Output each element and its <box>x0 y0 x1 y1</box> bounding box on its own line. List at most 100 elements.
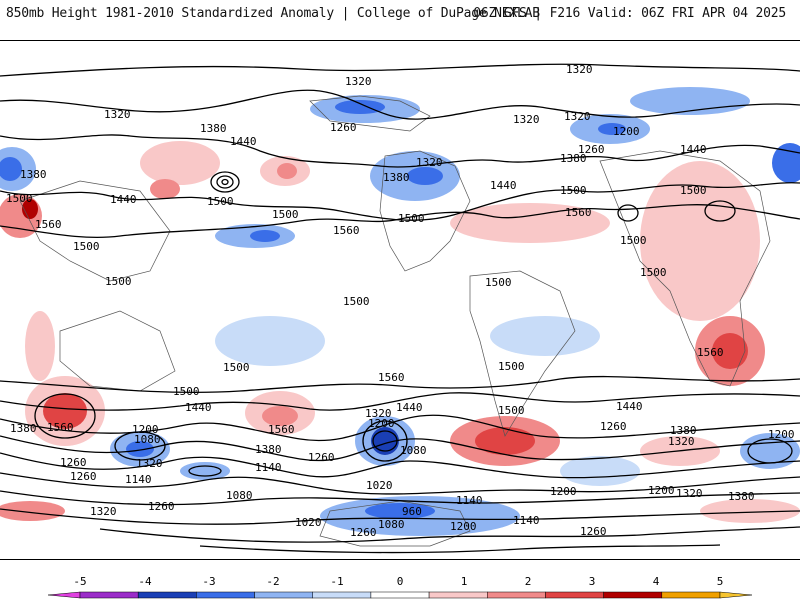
contour-label: 1500 <box>680 184 707 197</box>
contour-label: 1200 <box>768 428 795 441</box>
colorbar-swatch <box>428 591 488 599</box>
neg-anomaly-core <box>335 100 385 114</box>
colorbar-swatch <box>254 591 313 599</box>
contour-label: 1140 <box>255 461 282 474</box>
pos-anomaly-core <box>277 163 297 179</box>
contour-label: 1440 <box>230 135 257 148</box>
contour-label: 1320 <box>513 113 540 126</box>
contour-label: 1500 <box>173 385 200 398</box>
colorbar-tick-label: -4 <box>138 575 152 588</box>
map-title: 850mb Height 1981-2010 Standardized Anom… <box>6 6 540 21</box>
pos-anomaly-region <box>700 499 800 523</box>
pos-anomaly-region <box>450 203 610 243</box>
neg-anomaly-core <box>126 441 154 457</box>
neg-anomaly-core <box>407 167 443 185</box>
contour-label: 1260 <box>600 420 627 433</box>
contour-label: 1260 <box>70 470 97 483</box>
contour-label: 1500 <box>498 404 525 417</box>
colorbar-swatch <box>137 591 197 599</box>
neg-anomaly-core <box>598 123 626 135</box>
neg-anomaly-region <box>215 316 325 366</box>
contour-label: 1560 <box>268 423 295 436</box>
colorbar: -5 -4 -3 -2 -1 0 1 2 3 4 5 <box>47 575 753 599</box>
contour-label: 1560 <box>47 421 74 434</box>
contour-label: 1500 <box>6 192 33 205</box>
contour-label: 1500 <box>223 361 250 374</box>
neg-anomaly-region <box>180 462 230 480</box>
colorbar-swatch <box>487 591 546 599</box>
pos-anomaly-region <box>140 141 220 185</box>
contour-label: 1560 <box>378 371 405 384</box>
colorbar-swatch <box>79 591 139 599</box>
contour-label: 1500 <box>498 360 525 373</box>
contour-label: 1440 <box>680 143 707 156</box>
neg-anomaly-core <box>365 503 435 519</box>
colorbar-tick-label: 3 <box>589 575 596 588</box>
contour-label: 1320 <box>104 108 131 121</box>
colorbar-swatch <box>47 591 81 599</box>
contour-label: 1500 <box>343 295 370 308</box>
pos-anomaly-core <box>712 333 748 369</box>
contour-label: 1320 <box>90 505 117 518</box>
coastlines <box>19 95 771 547</box>
contour-label: 1320 <box>136 457 163 470</box>
contour-label: 1380 <box>383 171 410 184</box>
neg-anomaly-region <box>560 456 640 486</box>
contour-label: 1380 <box>670 424 697 437</box>
contour-label: 1320 <box>345 75 372 88</box>
contour-label: 1080 <box>134 433 161 446</box>
contour-label: 1200 <box>368 417 395 430</box>
contour-label: 1260 <box>308 451 335 464</box>
contour-label: 1500 <box>620 234 647 247</box>
colorbar-tick-label: -3 <box>202 575 215 588</box>
pos-anomaly-core <box>43 393 87 429</box>
neg-anomaly-region <box>490 316 600 356</box>
contour-labels: 1320 1320 1320 1320 1320 1320 1320 1320 … <box>6 63 795 539</box>
contour-label: 1260 <box>578 143 605 156</box>
pos-anomaly-core <box>0 501 65 521</box>
contour-label: 1140 <box>513 514 540 527</box>
colorbar-tick-label: -5 <box>73 575 86 588</box>
contour-label: 1560 <box>35 218 62 231</box>
contour-label: 1560 <box>697 346 724 359</box>
map-panel: 1320 1320 1320 1320 1320 1320 1320 1320 … <box>0 40 800 560</box>
contour-label: 1440 <box>616 400 643 413</box>
contour-label: 1320 <box>668 435 695 448</box>
height-contours <box>0 63 800 554</box>
contour-label: 1500 <box>485 276 512 289</box>
contour-label: 1200 <box>648 484 675 497</box>
contour-label: 1080 <box>400 444 427 457</box>
contour-label: 1380 <box>20 168 47 181</box>
neg-anomaly-core <box>371 427 399 455</box>
contour-label: 1260 <box>350 526 377 539</box>
contour-label: 1500 <box>398 212 425 225</box>
colorbar-swatch <box>196 591 255 599</box>
colorbar-tick-label: -1 <box>330 575 343 588</box>
contour-label: 1320 <box>564 110 591 123</box>
contour-label: 1560 <box>333 224 360 237</box>
colorbar-tick-label: 4 <box>653 575 660 588</box>
contour-label: 1500 <box>105 275 132 288</box>
contour-label: 1380 <box>255 443 282 456</box>
contour-label: 1500 <box>207 195 234 208</box>
contour-label: 1260 <box>60 456 87 469</box>
contour-label: 1200 <box>550 485 577 498</box>
contour-label: 1320 <box>566 63 593 76</box>
neg-anomaly-core <box>772 143 800 183</box>
colorbar-swatch <box>661 591 721 599</box>
contour-label: 1320 <box>365 407 392 420</box>
contour-label: 1080 <box>378 518 405 531</box>
contour-label: 1260 <box>330 121 357 134</box>
contour-label: 1440 <box>490 179 517 192</box>
colorbar-tick-label: 0 <box>397 575 404 588</box>
contour-label: 960 <box>402 505 422 518</box>
contour-label: 1260 <box>148 500 175 513</box>
contour-label: 1080 <box>226 489 253 502</box>
contour-label: 1140 <box>456 494 483 507</box>
contour-label: 1380 <box>10 422 37 435</box>
contour-label: 1320 <box>676 487 703 500</box>
colorbar-tick-label: -2 <box>266 575 279 588</box>
contour-label: 1200 <box>450 520 477 533</box>
colorbar-tick-label: 5 <box>717 575 724 588</box>
contour-label: 1380 <box>728 490 755 503</box>
